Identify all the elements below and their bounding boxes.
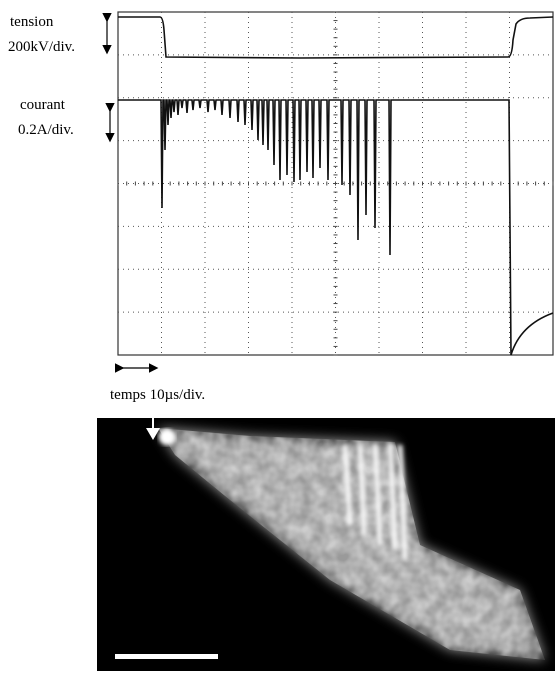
scale-bar [115, 654, 218, 659]
discharge-photo [97, 418, 555, 671]
arrow-indicator [146, 418, 160, 440]
voltage-scale: 200kV/div. [8, 39, 75, 55]
current-trace [118, 99, 554, 356]
current-label: courant [20, 97, 66, 113]
electrode-spot [159, 429, 175, 445]
voltage-trace [118, 16, 554, 59]
voltage-label: tension [10, 14, 54, 30]
oscilloscope [117, 11, 554, 356]
striations [342, 443, 408, 561]
time-scale: temps 10µs/div. [110, 387, 205, 403]
current-scale: 0.2A/div. [18, 122, 74, 138]
